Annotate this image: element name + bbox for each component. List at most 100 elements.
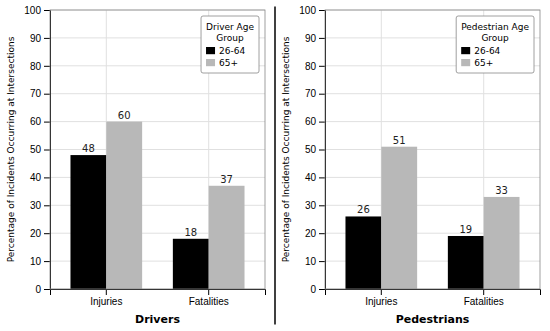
x-tick-mark	[381, 289, 382, 295]
data-label: 18	[184, 227, 197, 238]
y-tick-mark	[44, 122, 50, 123]
legend-entry: 65+	[206, 58, 238, 68]
y-axis: 0 10 20 30 40 50 60 70 80 90 100	[24, 5, 50, 295]
y-tick-label: 60	[30, 116, 42, 127]
y-tick-mark	[319, 94, 325, 95]
divider	[274, 7, 276, 325]
legend-entry: 26-64	[206, 46, 245, 56]
y-tick: 80	[305, 61, 325, 72]
data-label: 19	[459, 224, 472, 235]
y-tick-label: 80	[305, 61, 317, 72]
y-tick: 80	[30, 61, 50, 72]
x-axis: InjuriesFatalities	[326, 289, 541, 307]
grid	[50, 10, 265, 289]
legend-frame	[201, 16, 259, 73]
bar	[448, 236, 484, 289]
grid-line-y	[325, 121, 540, 122]
y-tick: 60	[30, 116, 50, 127]
y-tick: 20	[30, 228, 50, 239]
legend-title: Driver AgeGroup	[206, 22, 254, 43]
y-tick-label: 20	[30, 228, 42, 239]
y-tick: 50	[305, 144, 325, 155]
y-tick-label: 50	[30, 144, 42, 155]
y-tick-mark	[44, 150, 50, 151]
legend-swatch	[461, 47, 470, 54]
y-tick: 90	[30, 33, 50, 44]
data-label: 37	[220, 174, 233, 185]
legend-swatch	[206, 47, 215, 54]
plot: 26 19 51 33 0 10 20 30 40 50 60 70 80 90 100 InjuriesFa…	[281, 5, 541, 326]
y-tick-label: 40	[30, 172, 42, 183]
panel: 26 19 51 33 0 10 20 30 40 50 60 70 80 90 100 InjuriesFa…	[281, 5, 541, 326]
y-tick: 100	[299, 5, 325, 16]
x-tick: Injuries	[365, 289, 397, 307]
legend-label: 26-64	[474, 46, 500, 56]
y-tick-mark	[44, 205, 50, 206]
y-tick: 100	[24, 5, 50, 16]
y-tick: 0	[35, 284, 50, 295]
plot-frame	[50, 10, 265, 289]
y-tick-mark	[44, 177, 50, 178]
y-tick-label: 50	[305, 144, 317, 155]
data-label: 33	[495, 185, 508, 196]
legend: Pedestrian AgeGroup26-6465+	[456, 16, 534, 73]
x-tick-label: Injuries	[90, 296, 122, 307]
y-tick: 40	[30, 172, 50, 183]
data-label: 51	[393, 135, 406, 146]
x-tick-label: Injuries	[365, 296, 397, 307]
grid-line-y	[50, 121, 265, 122]
data-label: 26	[357, 204, 370, 215]
y-tick-mark	[44, 66, 50, 67]
y-tick-label: 20	[305, 228, 317, 239]
y-tick-label: 70	[30, 88, 42, 99]
plot: 481860370102030405060708090100InjuriesFa…	[6, 5, 266, 326]
y-tick: 40	[305, 172, 325, 183]
legend-swatch	[206, 59, 215, 66]
x-tick-label: Fatalities	[189, 296, 229, 307]
bar	[70, 155, 106, 289]
y-tick-mark	[319, 66, 325, 67]
legend-entry: 65+	[461, 58, 493, 68]
data-label: 60	[118, 110, 131, 121]
bar	[345, 216, 381, 289]
y-tick-mark	[319, 122, 325, 123]
y-tick-label: 70	[305, 88, 317, 99]
y-tick: 20	[305, 228, 325, 239]
y-tick: 90	[305, 33, 325, 44]
grid-line-y	[325, 149, 540, 150]
bar	[209, 186, 245, 289]
grid-line-y	[325, 177, 540, 178]
y-tick-mark	[44, 261, 50, 262]
y-tick: 30	[305, 200, 325, 211]
bar	[106, 122, 142, 289]
series	[106, 122, 244, 289]
data-labels: 48186037	[82, 110, 233, 238]
y-tick-mark	[319, 10, 325, 11]
y-tick-label: 60	[305, 116, 317, 127]
grid-line-y	[325, 93, 540, 94]
y-tick: 0	[310, 284, 325, 295]
bars	[70, 122, 244, 289]
y-tick-label: 40	[305, 172, 317, 183]
y-tick-label: 10	[305, 256, 317, 267]
y-axis-title: Percentage of Incidents Occurring at Int…	[281, 36, 291, 262]
y-tick-mark	[319, 177, 325, 178]
y-tick-mark	[319, 150, 325, 151]
y-tick-label: 100	[299, 5, 316, 16]
y-tick-label: 30	[30, 200, 42, 211]
x-axis-title: Pedestrians	[396, 313, 470, 326]
y-tick-mark	[44, 94, 50, 95]
y-tick-label: 0	[35, 284, 41, 295]
grid	[325, 10, 540, 289]
y-axis-line	[44, 11, 51, 290]
y-tick-mark	[319, 261, 325, 262]
legend-label: 26-64	[219, 46, 245, 56]
bars	[345, 147, 519, 289]
y-tick: 70	[305, 88, 325, 99]
y-tick-mark	[44, 10, 50, 11]
x-axis-line	[51, 290, 266, 296]
y-tick-label: 90	[305, 33, 317, 44]
grid-line-y	[50, 93, 265, 94]
y-tick-label: 10	[30, 256, 42, 267]
plot-frame	[325, 10, 540, 289]
